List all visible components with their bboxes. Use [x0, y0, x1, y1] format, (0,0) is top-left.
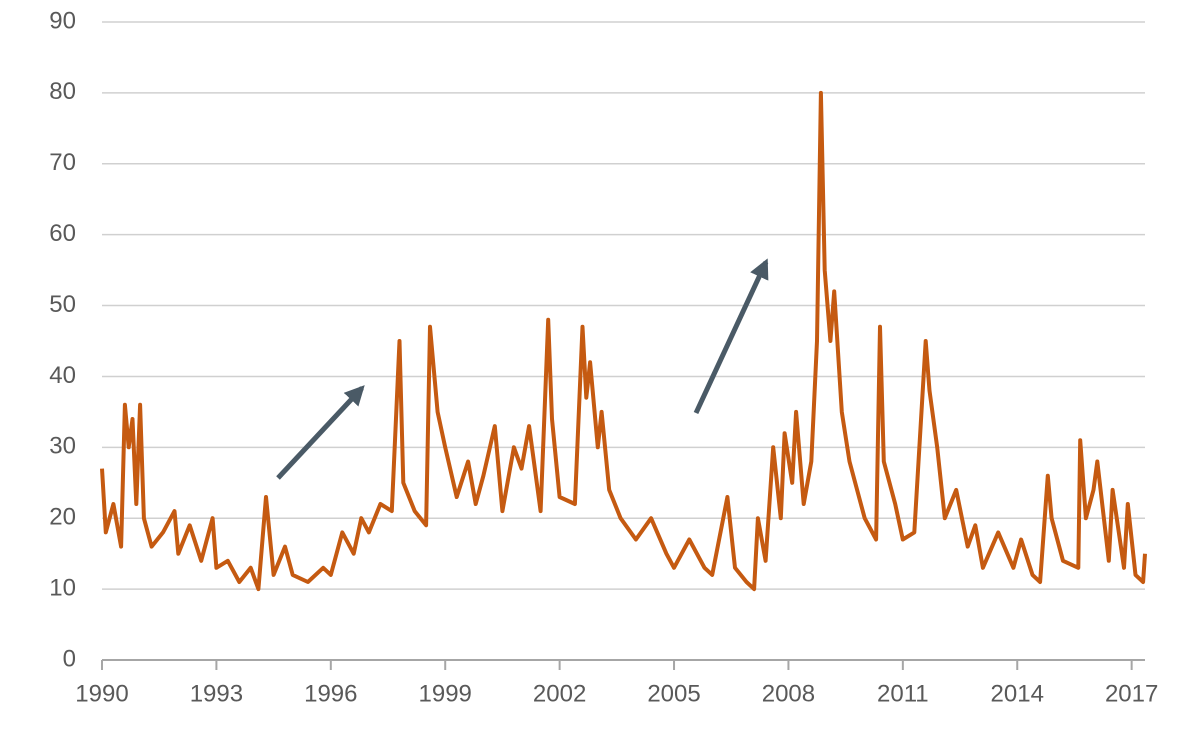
- y-tick-label: 40: [49, 362, 76, 389]
- grid: 0 10 20 30 40 50 60 70 80 90 1990 1993 1996 1999 2002 2…: [49, 7, 1158, 707]
- y-tick-label: 30: [49, 433, 76, 460]
- x-tick-label: 2011: [877, 680, 929, 707]
- y-tick-label: 60: [49, 220, 76, 247]
- x-tick-label: 1990: [75, 680, 128, 707]
- y-tick-label: 0: [63, 645, 76, 672]
- y-tick-label: 20: [49, 504, 76, 531]
- y-tick-label: 90: [49, 7, 76, 34]
- x-tick-label: 2005: [647, 680, 700, 707]
- arrow: [693, 258, 769, 415]
- y-tick-label: 70: [49, 149, 76, 176]
- lines: [100, 90, 1147, 592]
- x-tick-label: 2017: [1105, 680, 1158, 707]
- arrow: [276, 385, 365, 480]
- x-tick-label: 1999: [419, 680, 472, 707]
- y-tick-label: 10: [49, 574, 76, 601]
- x-tick-label: 2014: [991, 680, 1044, 707]
- x-tick-label: 1996: [304, 680, 357, 707]
- y-tick-label: 80: [49, 78, 76, 105]
- series-line: [100, 90, 1147, 592]
- y-tick-label: 50: [49, 291, 76, 318]
- x-tick-label: 1993: [190, 680, 243, 707]
- x-tick-label: 2008: [762, 680, 815, 707]
- x-tick-label: 2002: [533, 680, 586, 707]
